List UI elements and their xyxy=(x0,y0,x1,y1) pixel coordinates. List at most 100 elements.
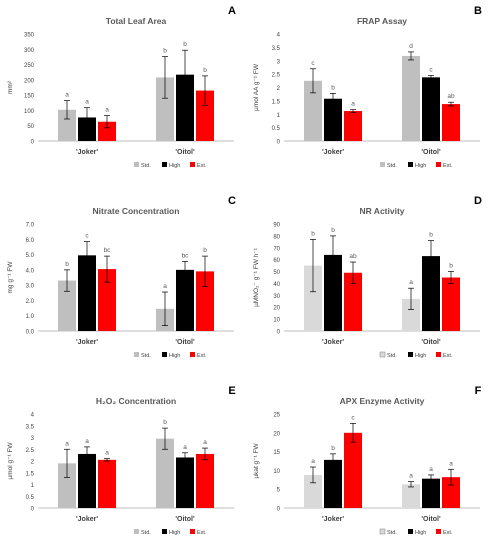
significance-letter: a xyxy=(163,283,167,290)
legend-label: High xyxy=(415,163,426,169)
legend-swatch xyxy=(162,352,167,357)
bar-ext xyxy=(98,269,116,331)
category-label: 'Oitol' xyxy=(175,339,195,346)
legend-label: High xyxy=(415,530,426,536)
significance-letter: a xyxy=(65,440,69,447)
bar-ext xyxy=(98,121,116,141)
y-tick-label: 2 xyxy=(277,86,281,92)
legend-swatch xyxy=(190,162,195,167)
bar-std xyxy=(402,298,420,331)
legend-label: Ext. xyxy=(197,530,207,536)
legend-swatch xyxy=(408,352,413,357)
legend-swatch xyxy=(134,352,139,357)
significance-letter: c xyxy=(429,66,433,73)
significance-letter: b xyxy=(311,230,315,237)
bar-std xyxy=(156,77,174,141)
significance-letter: a xyxy=(105,450,109,457)
y-tick-label: 5 xyxy=(277,488,281,494)
legend-label: Ext. xyxy=(443,163,453,169)
bar-ext xyxy=(442,104,460,141)
legend-swatch xyxy=(134,529,139,534)
panel-letter: C xyxy=(228,195,236,207)
bar-high xyxy=(324,254,342,331)
significance-letter: b xyxy=(429,232,433,239)
y-tick-label: 1 xyxy=(277,113,281,119)
y-tick-label: 350 xyxy=(24,33,35,39)
y-tick-label: 50 xyxy=(27,124,34,130)
y-tick-label: 70 xyxy=(273,246,280,252)
y-tick-label: 2.5 xyxy=(272,73,281,79)
bar-high xyxy=(78,453,96,508)
y-tick-label: 2.0 xyxy=(26,299,35,305)
y-tick-label: 3.0 xyxy=(26,284,35,290)
significance-letter: a xyxy=(409,279,413,286)
legend-label: Ext. xyxy=(443,353,453,359)
legend-swatch xyxy=(380,162,385,167)
bar-ext xyxy=(196,453,214,508)
panel-D: D NR Activity 0 10 20 30 40 50 60 70 80 90 µMNO₂⁻ g⁻… xyxy=(253,195,482,359)
legend-swatch xyxy=(408,529,413,534)
significance-letter: b xyxy=(203,67,207,74)
y-tick-label: 0.5 xyxy=(272,126,281,132)
legend-swatch xyxy=(190,352,195,357)
category-label: 'Joker' xyxy=(76,149,98,156)
y-tick-label: 6.0 xyxy=(26,238,35,244)
y-tick-label: 250 xyxy=(24,63,35,69)
bar-std xyxy=(304,474,322,508)
y-tick-label: 1 xyxy=(31,483,35,489)
legend-label: High xyxy=(415,353,426,359)
legend-label: Std. xyxy=(141,530,151,536)
y-tick-label: 90 xyxy=(273,223,280,229)
legend-swatch xyxy=(408,162,413,167)
y-tick-label: 200 xyxy=(24,78,35,84)
category-label: 'Oitol' xyxy=(421,339,441,346)
legend-label: Std. xyxy=(387,163,397,169)
chart-title: APX Enzyme Activity xyxy=(340,396,425,406)
y-tick-label: 60 xyxy=(273,258,280,264)
chart-title: H₂O₂ Concentration xyxy=(96,396,176,406)
category-label: 'Joker' xyxy=(322,149,344,156)
y-axis-label: mm² xyxy=(7,80,14,94)
legend-label: Std. xyxy=(387,353,397,359)
significance-letter: b xyxy=(331,227,335,234)
y-tick-label: 40 xyxy=(273,282,280,288)
legend-swatch xyxy=(436,529,441,534)
bar-std xyxy=(58,280,76,331)
bar-std xyxy=(402,484,420,508)
significance-letter: ab xyxy=(447,93,455,100)
chart-title: NR Activity xyxy=(359,206,404,216)
significance-letter: a xyxy=(449,460,453,467)
panel-letter: F xyxy=(475,385,482,397)
y-tick-label: 20 xyxy=(273,431,280,437)
y-tick-label: 1.5 xyxy=(26,471,35,477)
panel-B: B FRAP Assay 0 0.5 1 1.5 2 2.5 3 3.5 4 µmol AA g⁻¹ … xyxy=(253,5,482,169)
legend-swatch xyxy=(379,528,386,535)
significance-letter: a xyxy=(105,107,109,114)
significance-letter: b xyxy=(163,419,167,426)
legend-label: Std. xyxy=(387,530,397,536)
panel-letter: A xyxy=(228,5,236,17)
legend-swatch xyxy=(436,162,441,167)
category-label: 'Joker' xyxy=(76,516,98,523)
significance-letter: a xyxy=(409,473,413,480)
bar-ext xyxy=(442,477,460,508)
legend-swatch xyxy=(162,162,167,167)
category-label: 'Oitol' xyxy=(175,149,195,156)
bar-high xyxy=(176,74,194,141)
y-tick-label: 2 xyxy=(31,460,35,466)
significance-letter: c xyxy=(311,60,315,67)
y-tick-label: 100 xyxy=(24,109,35,115)
y-tick-label: 0.5 xyxy=(26,495,35,501)
y-tick-label: 4 xyxy=(277,33,281,39)
significance-letter: a xyxy=(311,458,315,465)
panel-letter: B xyxy=(474,5,482,17)
category-label: 'Oitol' xyxy=(421,149,441,156)
panel-E: E H₂O₂ Concentration 0 0.5 1 1.5 2 2.5 3 3.5 4 µmol… xyxy=(7,385,236,536)
bar-high xyxy=(78,117,96,141)
significance-letter: b xyxy=(203,247,207,254)
bar-high xyxy=(176,457,194,508)
y-tick-label: 50 xyxy=(273,270,280,276)
y-axis-label: µkat g⁻¹ FW xyxy=(253,442,260,478)
bar-std xyxy=(58,463,76,508)
